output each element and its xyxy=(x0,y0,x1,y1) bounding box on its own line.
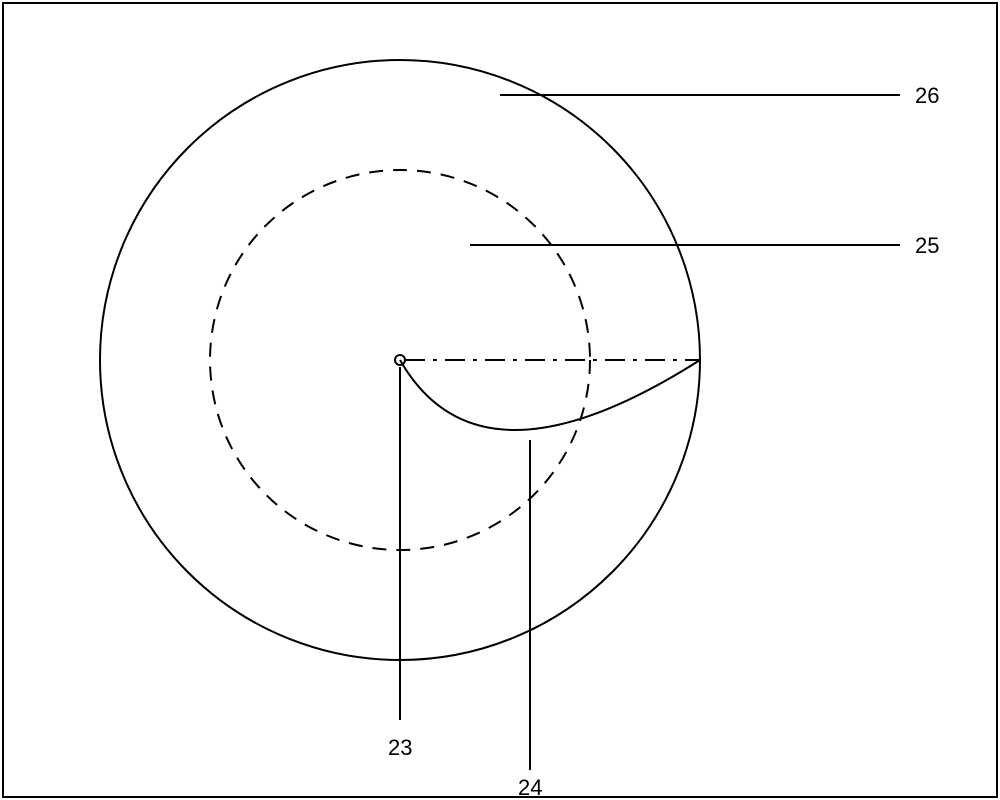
label-24: 24 xyxy=(518,775,542,800)
diagram-canvas: 26 25 23 24 xyxy=(0,0,1000,800)
label-26: 26 xyxy=(915,83,939,108)
label-23: 23 xyxy=(388,735,412,760)
label-25: 25 xyxy=(915,233,939,258)
curve-24 xyxy=(400,360,700,430)
canvas-border xyxy=(3,3,997,797)
